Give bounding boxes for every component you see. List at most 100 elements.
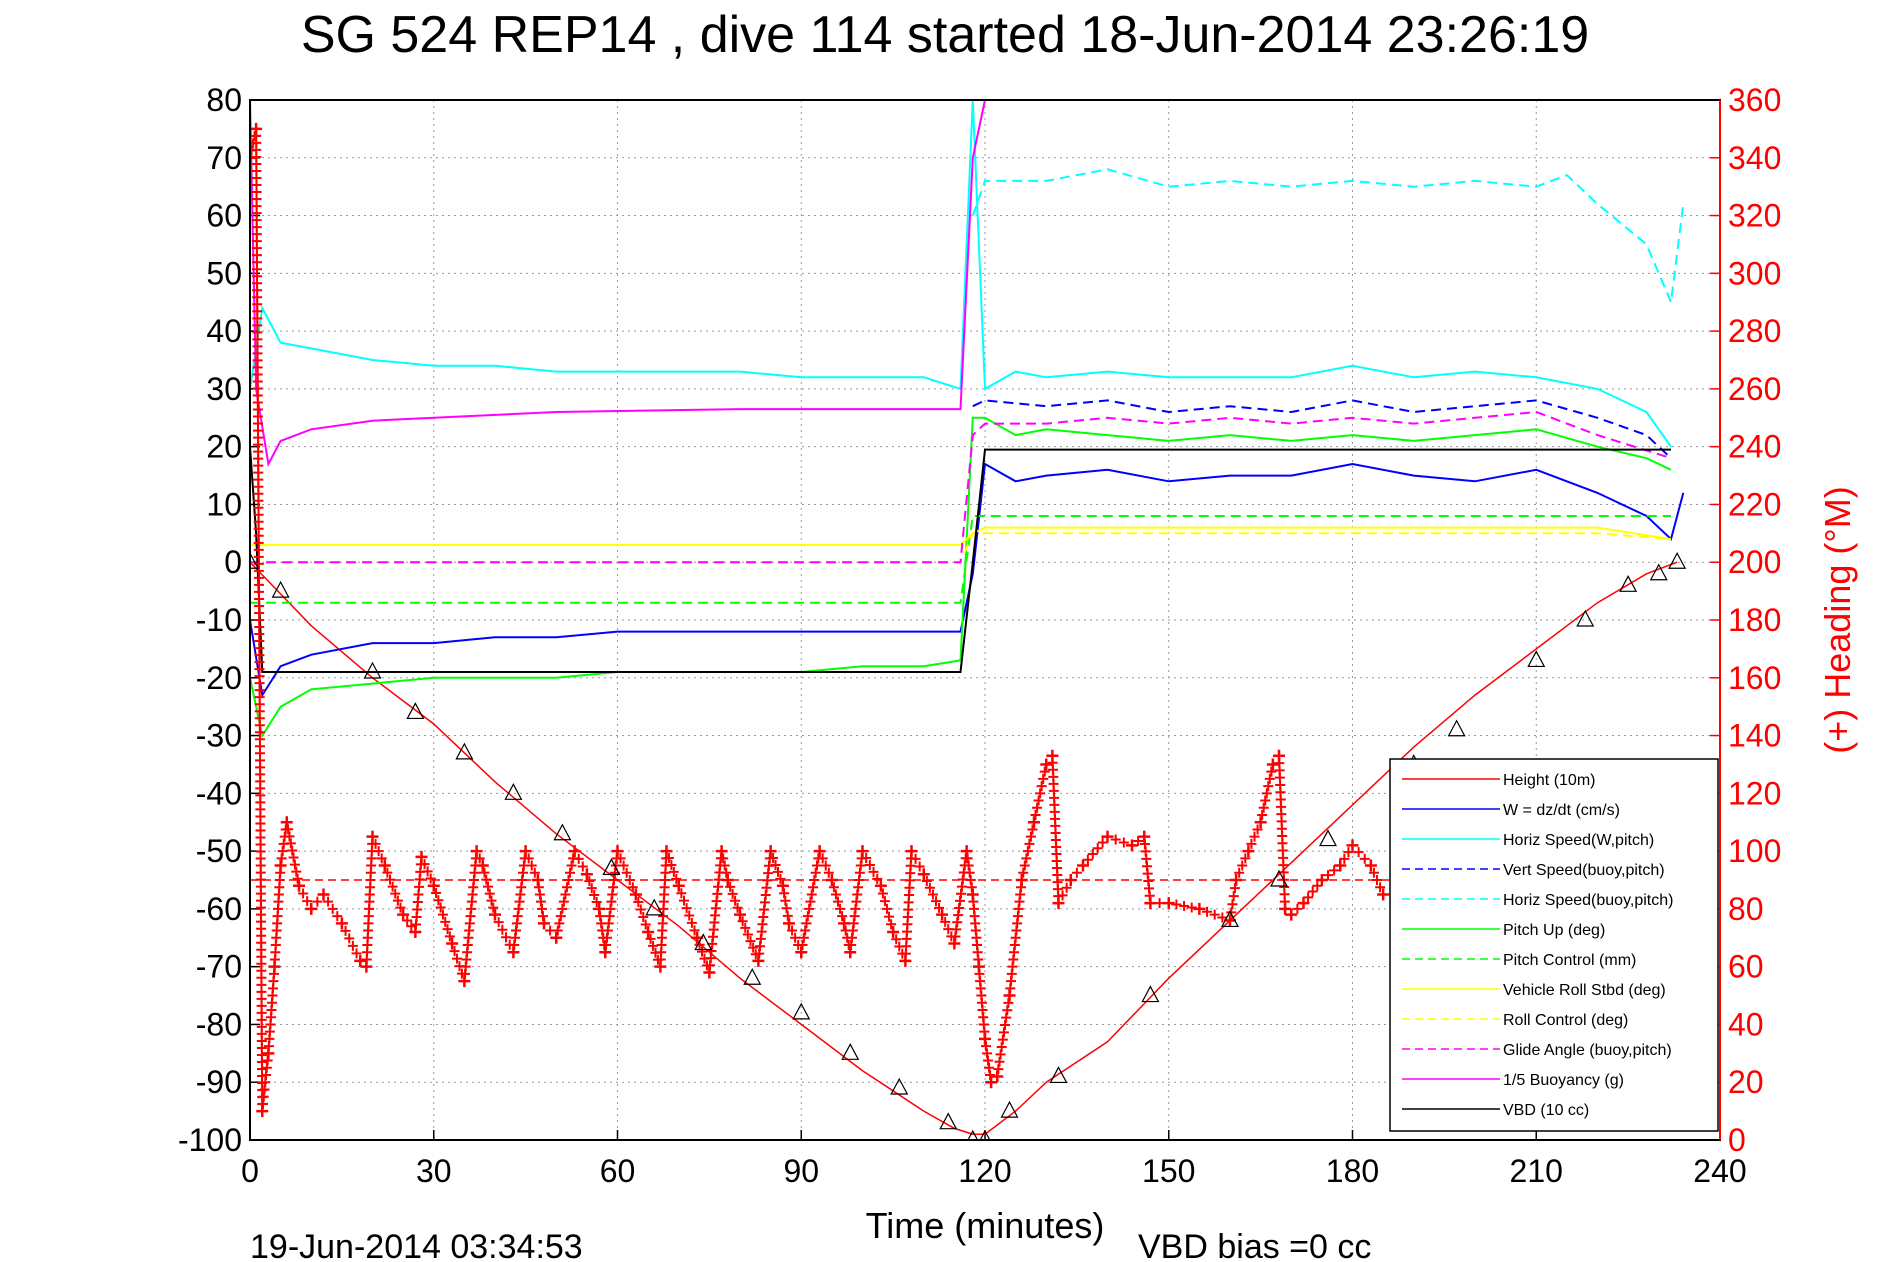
heading-point xyxy=(366,830,379,843)
heading-point xyxy=(452,953,463,964)
heading-point xyxy=(721,874,734,886)
heading-point xyxy=(425,873,436,884)
heading-point xyxy=(1263,781,1274,792)
heading-point xyxy=(1144,897,1157,910)
heading-point xyxy=(806,889,817,900)
heading-point xyxy=(962,853,973,864)
heading-point xyxy=(868,866,879,877)
heading-point xyxy=(1019,860,1030,871)
heading-point xyxy=(740,922,751,933)
y2-tick-label: 320 xyxy=(1728,198,1781,234)
heading-point xyxy=(1209,909,1220,920)
heading-point xyxy=(983,1055,994,1066)
heading-point xyxy=(734,908,746,921)
y2-tick-label: 80 xyxy=(1728,891,1764,927)
heading-point xyxy=(486,895,497,906)
heading-point xyxy=(535,896,546,907)
heading-point xyxy=(484,888,495,899)
heading-point xyxy=(305,902,318,915)
heading-point xyxy=(813,845,826,858)
heading-point xyxy=(1171,899,1182,910)
heading-point xyxy=(1001,1012,1012,1023)
heading-point xyxy=(1061,882,1072,893)
heading-point xyxy=(882,903,892,914)
heading-point xyxy=(1064,874,1077,886)
heading-point xyxy=(781,903,792,914)
heading-point xyxy=(719,860,730,871)
heading-point xyxy=(284,831,295,842)
heading-point xyxy=(1329,865,1340,876)
heading-point xyxy=(558,896,569,907)
heading-point xyxy=(1052,897,1065,910)
dive-marker xyxy=(406,702,425,720)
heading-point xyxy=(745,936,756,947)
heading-point xyxy=(554,918,565,929)
heading-point xyxy=(568,845,581,858)
dive-marker xyxy=(967,1129,979,1140)
heading-point xyxy=(618,860,629,871)
heading-point xyxy=(981,1041,992,1052)
y2-tick-label: 200 xyxy=(1728,544,1781,580)
dive-marker xyxy=(743,967,762,985)
heading-point xyxy=(1025,831,1036,842)
heading-point xyxy=(828,882,839,893)
series-line-4 xyxy=(972,399,1672,459)
heading-point xyxy=(666,859,677,870)
heading-point xyxy=(1162,897,1175,910)
heading-point xyxy=(280,816,293,829)
heading-point xyxy=(1101,830,1114,843)
heading-point xyxy=(390,888,401,899)
heading-point xyxy=(800,925,811,936)
y-tick-label: 20 xyxy=(206,429,242,465)
footer-vbd-bias: VBD bias =0 cc xyxy=(1138,1228,1371,1262)
heading-point xyxy=(998,1027,1009,1038)
heading-point xyxy=(489,908,501,921)
heading-point xyxy=(1312,880,1323,891)
y-tick-label: 70 xyxy=(206,140,242,176)
heading-point xyxy=(1110,834,1121,845)
heading-point xyxy=(344,933,355,944)
heading-point xyxy=(1334,859,1347,872)
heading-point xyxy=(615,853,626,864)
heading-point xyxy=(1202,906,1213,917)
y-tick-label: -10 xyxy=(196,602,242,638)
heading-point xyxy=(1224,914,1236,927)
heading-point xyxy=(433,895,444,906)
heading-point xyxy=(449,946,460,957)
y2-axis-ticks: 3603403203002802602402202001801601401201… xyxy=(1710,82,1781,1158)
heading-point xyxy=(274,859,287,872)
heading-point xyxy=(790,932,801,943)
dive-marker xyxy=(455,742,474,760)
heading-point xyxy=(1033,795,1044,806)
x-axis-label: Time (minutes) xyxy=(866,1205,1105,1246)
heading-point xyxy=(1217,912,1228,923)
heading-point xyxy=(392,895,403,906)
heading-point xyxy=(557,903,568,914)
heading-point xyxy=(629,888,642,901)
heading-point xyxy=(679,895,689,906)
heading-point xyxy=(431,888,442,898)
heading-point xyxy=(291,866,302,877)
heading-point xyxy=(285,838,296,849)
heading-point xyxy=(910,853,921,864)
heading-point xyxy=(327,903,338,914)
heading-point xyxy=(917,868,930,881)
heading-point xyxy=(1285,908,1298,921)
heading-point xyxy=(586,883,597,894)
heading-point xyxy=(642,926,655,938)
y2-tick-label: 160 xyxy=(1728,660,1781,696)
heading-point xyxy=(817,853,828,864)
heading-point xyxy=(931,896,941,907)
heading-point xyxy=(838,917,851,930)
heading-point xyxy=(1039,766,1050,777)
heading-point xyxy=(820,860,831,871)
heading-point xyxy=(529,867,540,878)
heading-point xyxy=(764,845,777,858)
legend: Height (10m) W = dz/dt (cm/s) Horiz Speed(… xyxy=(1389,758,1719,1132)
heading-point xyxy=(483,881,493,892)
heading-point xyxy=(985,1076,998,1089)
heading-point xyxy=(1022,846,1033,857)
heading-point xyxy=(1266,766,1277,777)
heading-point xyxy=(742,929,753,940)
